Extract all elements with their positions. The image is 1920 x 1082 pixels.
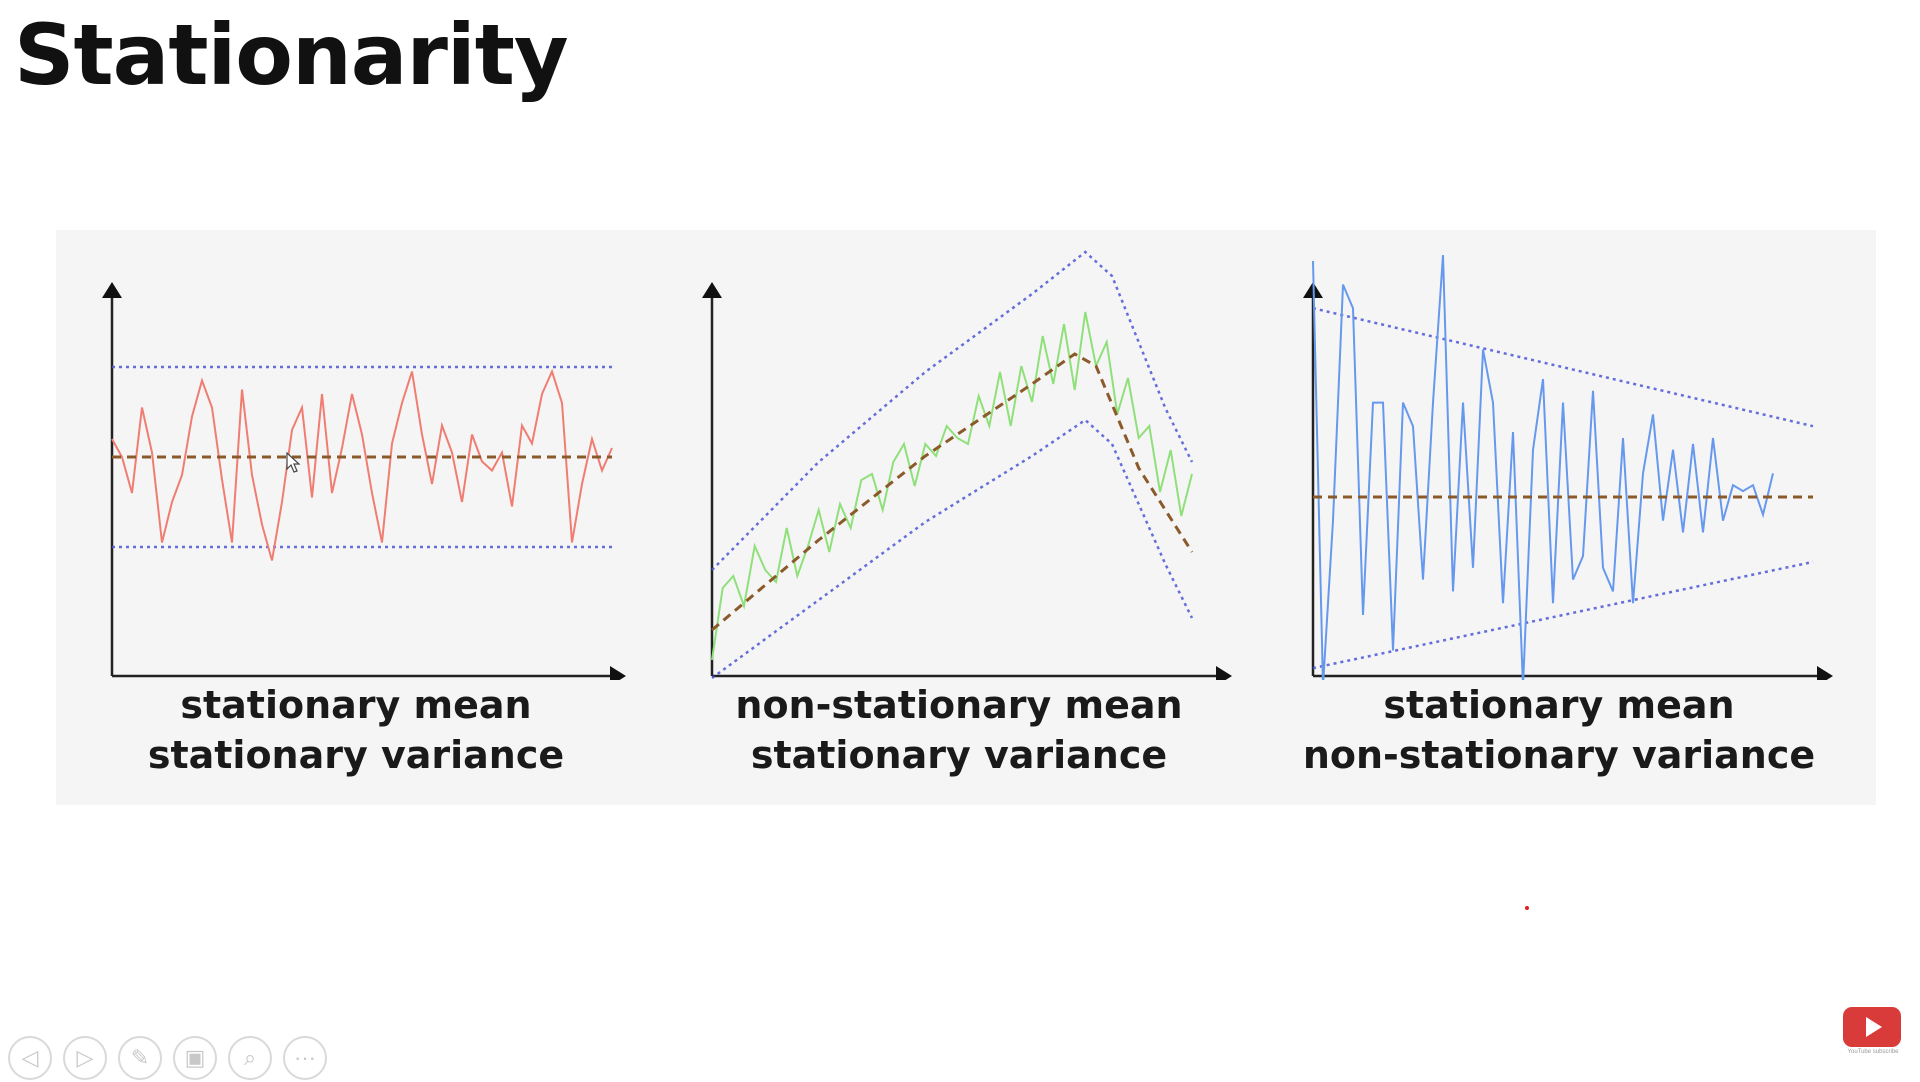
previous-slide-button[interactable]: ◁	[8, 1036, 52, 1080]
y-axis-arrow-icon	[102, 282, 122, 298]
mouse-cursor-icon	[286, 452, 301, 473]
magnifier-icon: ⌕	[243, 1045, 257, 1070]
chart-1-caption-line-2: stationary variance	[147, 733, 565, 777]
chart-2-svg	[702, 250, 1232, 680]
chart-1-svg	[102, 282, 626, 680]
laser-pointer-dot	[1525, 906, 1529, 910]
upper-variance-bound	[1312, 306, 1814, 428]
play-icon	[1866, 1017, 1882, 1037]
see-all-slides-button[interactable]: ▣	[173, 1036, 217, 1080]
chart-3-caption-line-1: stationary mean	[1383, 683, 1735, 727]
data-series-line	[1312, 255, 1774, 680]
data-series-line	[111, 368, 613, 561]
y-axis-arrow-icon	[702, 282, 722, 298]
youtube-subscribe-icon[interactable]	[1843, 1007, 1901, 1047]
arrow-left-icon: ◁	[21, 1045, 39, 1070]
arrow-right-icon: ▷	[76, 1045, 94, 1070]
upper-variance-bound	[711, 250, 1194, 571]
chart-nonstationary-variance: stationary mean non-stationary variance	[1259, 230, 1859, 805]
stationarity-figure: stationary mean stationary variance non-…	[56, 230, 1876, 805]
lower-variance-bound	[711, 418, 1194, 680]
x-axis-arrow-icon	[1216, 666, 1232, 680]
youtube-subscribe-label: YouTube subscribe	[1847, 1049, 1899, 1055]
chart-2-caption-line-2: stationary variance	[750, 733, 1168, 777]
slide-title: Stationarity	[14, 6, 569, 104]
chart-nonstationary-mean: non-stationary mean stationary variance	[659, 230, 1259, 805]
data-series-line	[711, 311, 1193, 661]
slideshow-toolbar: ◁ ▷ ✎ ▣ ⌕ ···	[8, 1036, 327, 1082]
mean-line	[711, 352, 1194, 632]
zoom-button[interactable]: ⌕	[228, 1036, 272, 1080]
next-slide-button[interactable]: ▷	[63, 1036, 107, 1080]
more-options-button[interactable]: ···	[283, 1036, 327, 1080]
lower-variance-bound	[1312, 560, 1814, 670]
chart-3-svg	[1303, 255, 1833, 680]
slides-grid-icon: ▣	[184, 1045, 206, 1070]
chart-1-caption-line-1: stationary mean	[180, 683, 532, 727]
x-axis-arrow-icon	[1817, 666, 1833, 680]
chart-2-caption-line-1: non-stationary mean	[735, 683, 1183, 727]
chart-3-caption-line-2: non-stationary variance	[1302, 733, 1816, 777]
x-axis-arrow-icon	[610, 666, 626, 680]
pen-tool-button[interactable]: ✎	[118, 1036, 162, 1080]
chart-stationary-mean-variance: stationary mean stationary variance	[56, 230, 656, 805]
pen-icon: ✎	[130, 1045, 150, 1070]
ellipsis-icon: ···	[294, 1045, 316, 1070]
